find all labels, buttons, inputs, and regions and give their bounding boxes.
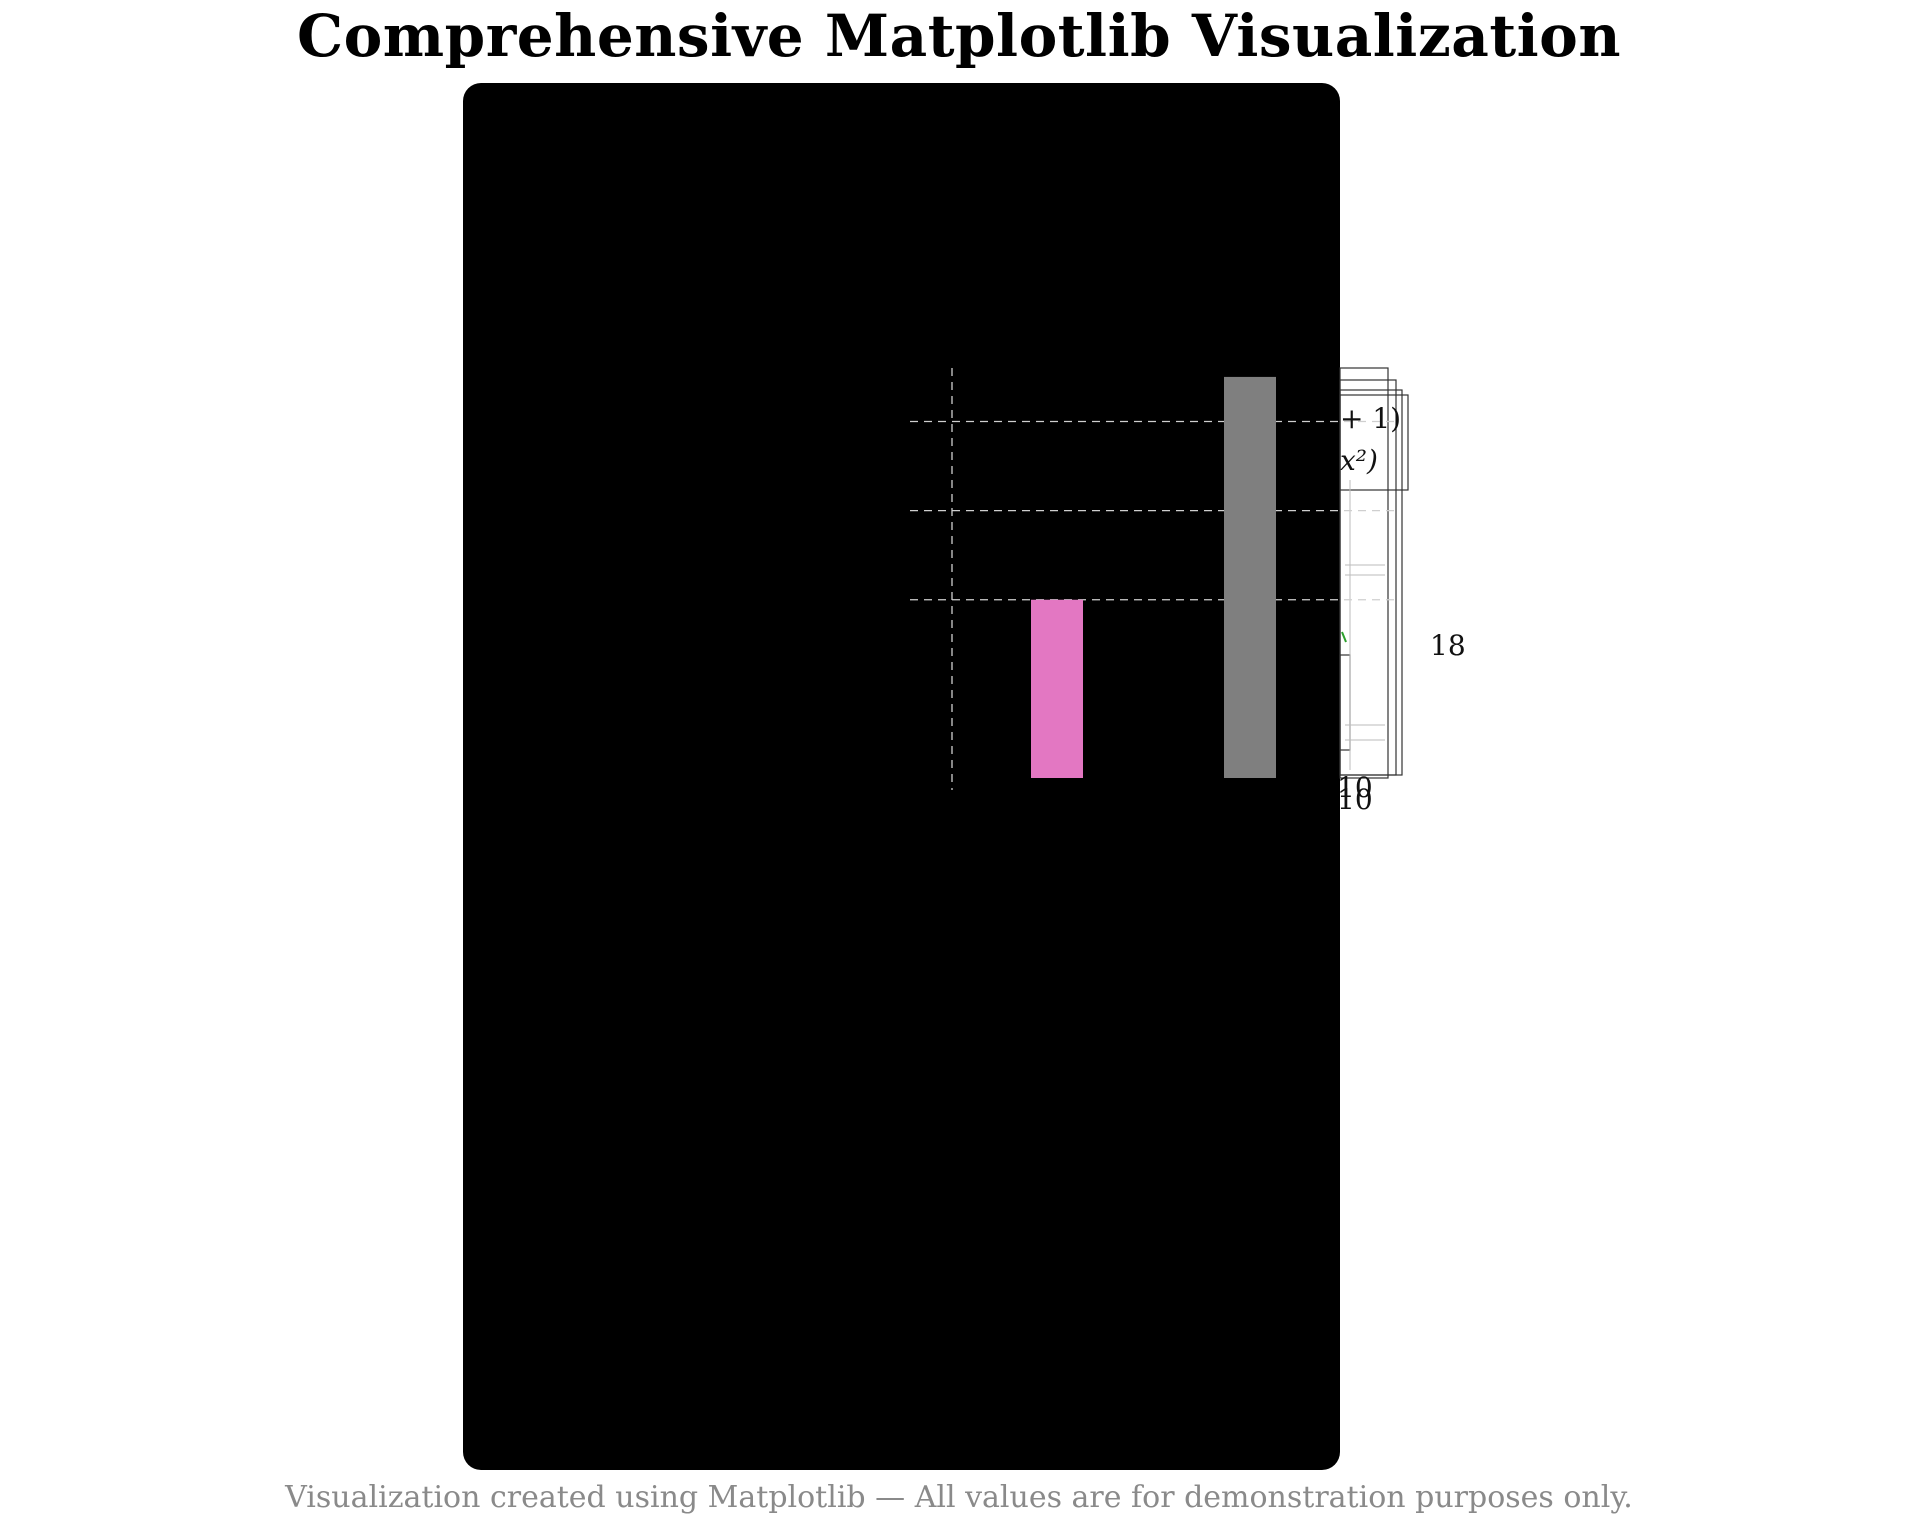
subplot-inner-lines bbox=[1345, 480, 1385, 770]
legend-entry-2: x²) bbox=[1340, 444, 1378, 477]
bars bbox=[1031, 376, 1276, 778]
subplot-frame bbox=[1339, 654, 1351, 751]
legend-entry-1: + 1) bbox=[1340, 402, 1401, 435]
x-tick-label: 10 bbox=[1337, 783, 1373, 816]
x-tick-label: 10 bbox=[1337, 771, 1373, 804]
chart-panel bbox=[463, 83, 1340, 1470]
green-marker bbox=[1341, 631, 1347, 643]
subplot-frame bbox=[1339, 389, 1403, 776]
subplot-frame bbox=[1339, 394, 1409, 491]
bar-1 bbox=[1031, 599, 1083, 778]
y-tick-label: 18 bbox=[1430, 629, 1466, 662]
gridlines bbox=[910, 368, 1400, 790]
footer-note: Visualization created using Matplotlib —… bbox=[285, 1480, 1633, 1515]
bar-2 bbox=[1224, 376, 1276, 778]
chart-title: Comprehensive Matplotlib Visualization bbox=[296, 2, 1622, 70]
subplot-frames bbox=[1339, 367, 1409, 779]
